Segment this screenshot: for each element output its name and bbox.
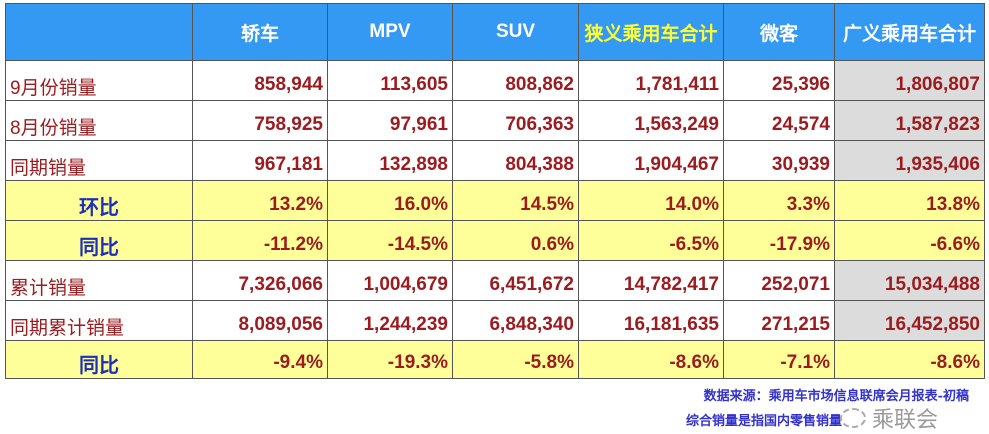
cell: 706,363 [452,100,579,141]
header-mpv: MPV [327,3,453,61]
cell: 252,071 [723,260,835,301]
table-row-prior-cumulative: 同期累计销量 8,089,056 1,244,239 6,848,340 16,… [5,300,985,341]
row-label: 累计销量 [5,260,193,301]
cell: 14,782,417 [578,260,724,301]
header-broad-total: 广义乘用车合计 [834,3,985,61]
sales-table: 轿车 MPV SUV 狭义乘用车合计 微客 广义乘用车合计 9月份销量 858,… [5,3,985,379]
row-label: 同期累计销量 [5,300,193,341]
cell: 6,848,340 [452,300,579,341]
table-row-prior-year-sales: 同期销量 967,181 132,898 804,388 1,904,467 3… [5,140,985,181]
cell: -6.6% [834,220,985,261]
table-row-sep-sales: 9月份销量 858,944 113,605 808,862 1,781,411 … [5,60,985,101]
table-row-cumulative-yoy: 同比 -9.4% -19.3% -5.8% -8.6% -7.1% -8.6% [5,340,985,379]
cell: 8,089,056 [192,300,328,341]
header-blank [5,3,193,61]
row-label: 同比 [5,220,193,261]
row-label: 同比 [5,340,193,379]
cell: 967,181 [192,140,328,181]
cell: 1,587,823 [834,100,985,141]
cell: 1,004,679 [327,260,453,301]
cell: -11.2% [192,220,328,261]
cell: 1,563,249 [578,100,724,141]
cell: 97,961 [327,100,453,141]
cell: 13.2% [192,180,328,221]
header-sedan: 轿车 [192,3,328,61]
table-row-mom: 环比 13.2% 16.0% 14.5% 14.0% 3.3% 13.8% [5,180,985,221]
cell: 271,215 [723,300,835,341]
cell: -5.8% [452,340,579,379]
cell: 7,326,066 [192,260,328,301]
cell: 808,862 [452,60,579,101]
cell: 858,944 [192,60,328,101]
header-minivan: 微客 [723,3,835,61]
cell: 16.0% [327,180,453,221]
sales-definition-note: 综合销量是指国内零售销量 [686,414,843,429]
cell: 1,781,411 [578,60,724,101]
row-label: 9月份销量 [5,60,193,101]
row-label: 环比 [5,180,193,221]
cell: 13.8% [834,180,985,221]
table-row-cumulative: 累计销量 7,326,066 1,004,679 6,451,672 14,78… [5,260,985,301]
table-row-aug-sales: 8月份销量 758,925 97,961 706,363 1,563,249 2… [5,100,985,141]
cell: -14.5% [327,220,453,261]
cell: 24,574 [723,100,835,141]
watermark-text: 乘联会 [872,408,939,433]
cell: 30,939 [723,140,835,181]
cell: 0.6% [452,220,579,261]
cell: 25,396 [723,60,835,101]
cell: 16,181,635 [578,300,724,341]
cell: -9.4% [192,340,328,379]
header-narrow-total: 狭义乘用车合计 [578,3,724,61]
cell: -19.3% [327,340,453,379]
cell: 1,904,467 [578,140,724,181]
watermark: 乘联会 [840,402,938,434]
header-row: 轿车 MPV SUV 狭义乘用车合计 微客 广义乘用车合计 [5,3,985,61]
header-suv: SUV [452,3,579,61]
cell: 15,034,488 [834,260,985,301]
cell: 6,451,672 [452,260,579,301]
data-source-note: 数据来源：乘用车市场信息联席会月报表-初稿 [703,389,969,404]
cell: 1,935,406 [834,140,985,181]
cell: 132,898 [327,140,453,181]
cell: -8.6% [578,340,724,379]
cell: 804,388 [452,140,579,181]
cell: -17.9% [723,220,835,261]
cell: -8.6% [834,340,985,379]
cell: 14.5% [452,180,579,221]
table-row-yoy: 同比 -11.2% -14.5% 0.6% -6.5% -17.9% -6.6% [5,220,985,261]
cell: 1,806,807 [834,60,985,101]
cell: 16,452,850 [834,300,985,341]
cell: -7.1% [723,340,835,379]
wechat-icon [840,408,866,428]
row-label: 同期销量 [5,140,193,181]
cell: 113,605 [327,60,453,101]
cell: 1,244,239 [327,300,453,341]
cell: -6.5% [578,220,724,261]
cell: 3.3% [723,180,835,221]
cell: 758,925 [192,100,328,141]
cell: 14.0% [578,180,724,221]
row-label: 8月份销量 [5,100,193,141]
